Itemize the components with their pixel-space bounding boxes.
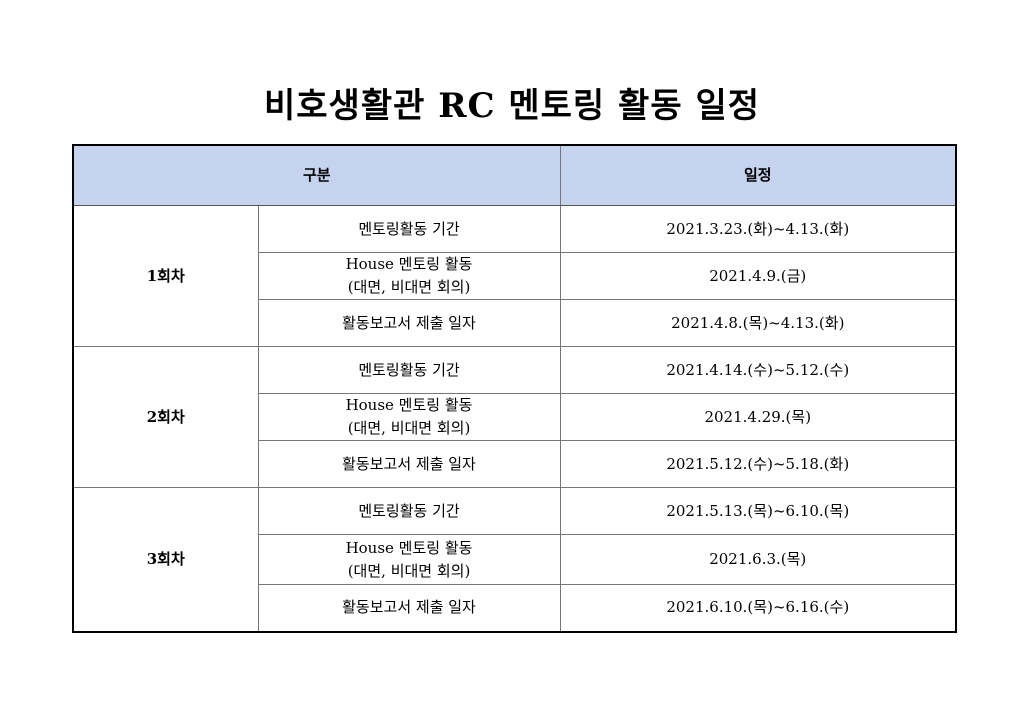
item-cell: House 멘토링 활동 (대면, 비대면 회의) <box>257 252 561 300</box>
item-label: 활동보고서 제출 일자 <box>342 598 476 617</box>
date-cell: 2021.5.12.(수)~5.18.(화) <box>559 440 957 488</box>
item-cell: 활동보고서 제출 일자 <box>257 440 561 488</box>
date-cell: 2021.5.13.(목)~6.10.(목) <box>559 487 957 535</box>
header-category: 구분 <box>72 144 561 206</box>
table-row: House 멘토링 활동 (대면, 비대면 회의) 2021.6.3.(목) <box>73 534 957 585</box>
item-label: House 멘토링 활동 <box>345 255 473 273</box>
table-row: 활동보고서 제출 일자 2021.6.10.(목)~6.16.(수) <box>73 584 957 632</box>
date-cell: 2021.6.3.(목) <box>559 534 957 585</box>
item-sublabel: (대면, 비대면 회의) <box>347 278 471 296</box>
item-label: 멘토링활동 기간 <box>358 360 460 379</box>
item-cell: 멘토링활동 기간 <box>257 487 561 535</box>
round-label: 3회차 <box>72 487 259 632</box>
item-cell: House 멘토링 활동 (대면, 비대면 회의) <box>257 393 561 441</box>
table-header-row: 구분 일정 <box>72 144 957 206</box>
table-row: House 멘토링 활동 (대면, 비대면 회의) 2021.4.29.(목) <box>73 393 957 441</box>
item-cell: 활동보고서 제출 일자 <box>257 299 561 347</box>
item-label: 활동보고서 제출 일자 <box>342 313 476 332</box>
schedule-table: 구분 일정 1회차 멘토링활동 기간 2021.3.23.(화)~4.13.(화) H… <box>72 144 958 633</box>
header-schedule: 일정 <box>559 144 957 206</box>
round-label: 2회차 <box>72 346 259 488</box>
table-row: 3회차 멘토링활동 기간 2021.5.13.(목)~6.10.(목) <box>72 487 957 632</box>
table-row: 2회차 멘토링활동 기간 2021.4.14.(수)~5.12.(수) <box>72 346 957 488</box>
item-label: 멘토링활동 기간 <box>358 219 460 238</box>
item-sublabel: (대면, 비대면 회의) <box>347 419 471 437</box>
table-row: House 멘토링 활동 (대면, 비대면 회의) 2021.4.9.(금) <box>73 252 957 300</box>
item-cell: House 멘토링 활동 (대면, 비대면 회의) <box>257 534 561 585</box>
date-cell: 2021.4.8.(목)~4.13.(화) <box>559 299 957 347</box>
item-cell: 멘토링활동 기간 <box>257 205 561 253</box>
table-row: 1회차 멘토링활동 기간 2021.3.23.(화)~4.13.(화) <box>72 205 957 347</box>
round-label: 1회차 <box>72 205 259 347</box>
item-sublabel: (대면, 비대면 회의) <box>347 561 471 580</box>
table-row: 활동보고서 제출 일자 2021.5.12.(수)~5.18.(화) <box>73 440 957 488</box>
item-label: 멘토링활동 기간 <box>358 501 460 520</box>
item-label: House 멘토링 활동 <box>345 538 473 557</box>
date-cell: 2021.4.9.(금) <box>559 252 957 300</box>
item-label: 활동보고서 제출 일자 <box>342 454 476 473</box>
item-label: House 멘토링 활동 <box>345 396 473 414</box>
item-cell: 활동보고서 제출 일자 <box>257 584 561 632</box>
date-cell: 2021.4.29.(목) <box>559 393 957 441</box>
table-row: 활동보고서 제출 일자 2021.4.8.(목)~4.13.(화) <box>73 299 957 347</box>
date-cell: 2021.4.14.(수)~5.12.(수) <box>559 346 957 394</box>
date-cell: 2021.3.23.(화)~4.13.(화) <box>559 205 957 253</box>
date-cell: 2021.6.10.(목)~6.16.(수) <box>559 584 957 632</box>
page-title: 비호생활관 RC 멘토링 활동 일정 <box>263 86 761 126</box>
item-cell: 멘토링활동 기간 <box>257 346 561 394</box>
